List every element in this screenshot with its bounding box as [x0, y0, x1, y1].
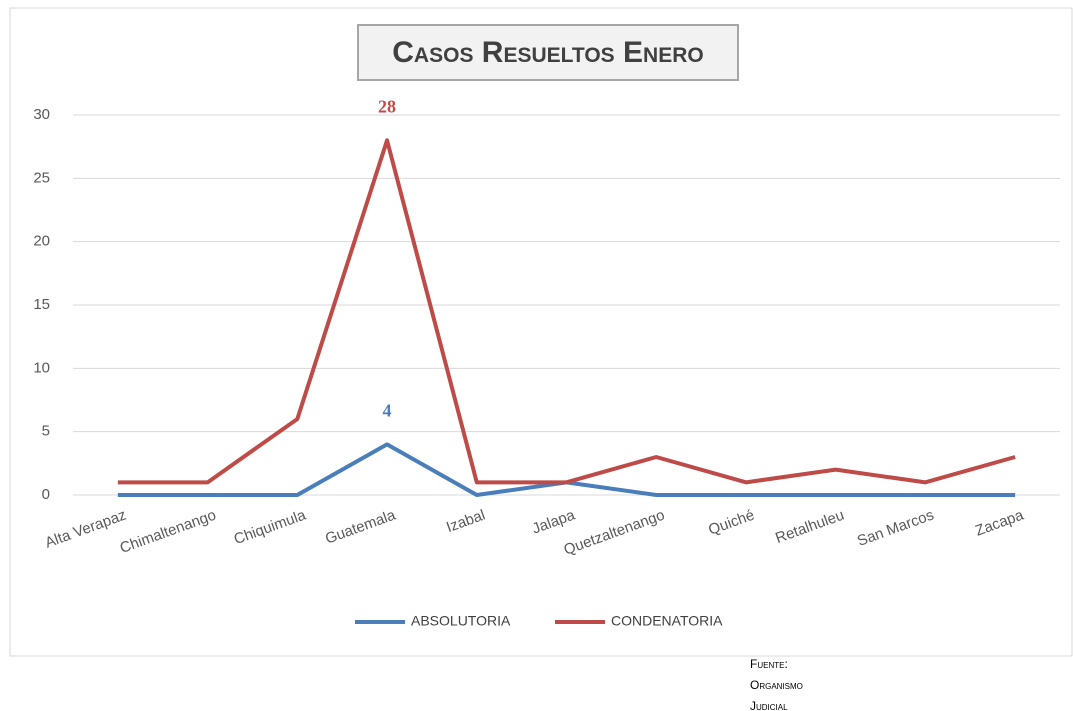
y-tick-label: 30 — [33, 106, 50, 123]
series-line — [117, 138, 1016, 485]
y-tick-label: 15 — [33, 296, 50, 313]
chart-title: Casos Resueltos Enero — [392, 36, 703, 69]
source-note: Organismo — [750, 678, 803, 692]
y-tick-label: 5 — [42, 423, 50, 440]
y-tick-label: 0 — [42, 486, 50, 503]
source-note: Fuente: — [750, 657, 788, 671]
y-tick-label: 10 — [33, 359, 50, 376]
source-note: Judicial — [750, 699, 788, 711]
legend-label: CONDENATORIA — [611, 613, 723, 629]
title-box — [357, 24, 739, 81]
y-tick-label: 20 — [33, 233, 50, 250]
y-tick-label: 25 — [33, 169, 50, 186]
data-label: 28 — [378, 96, 396, 116]
legend-label: ABSOLUTORIA — [411, 613, 511, 629]
data-label: 4 — [383, 400, 392, 420]
chart-border — [9, 7, 1073, 657]
